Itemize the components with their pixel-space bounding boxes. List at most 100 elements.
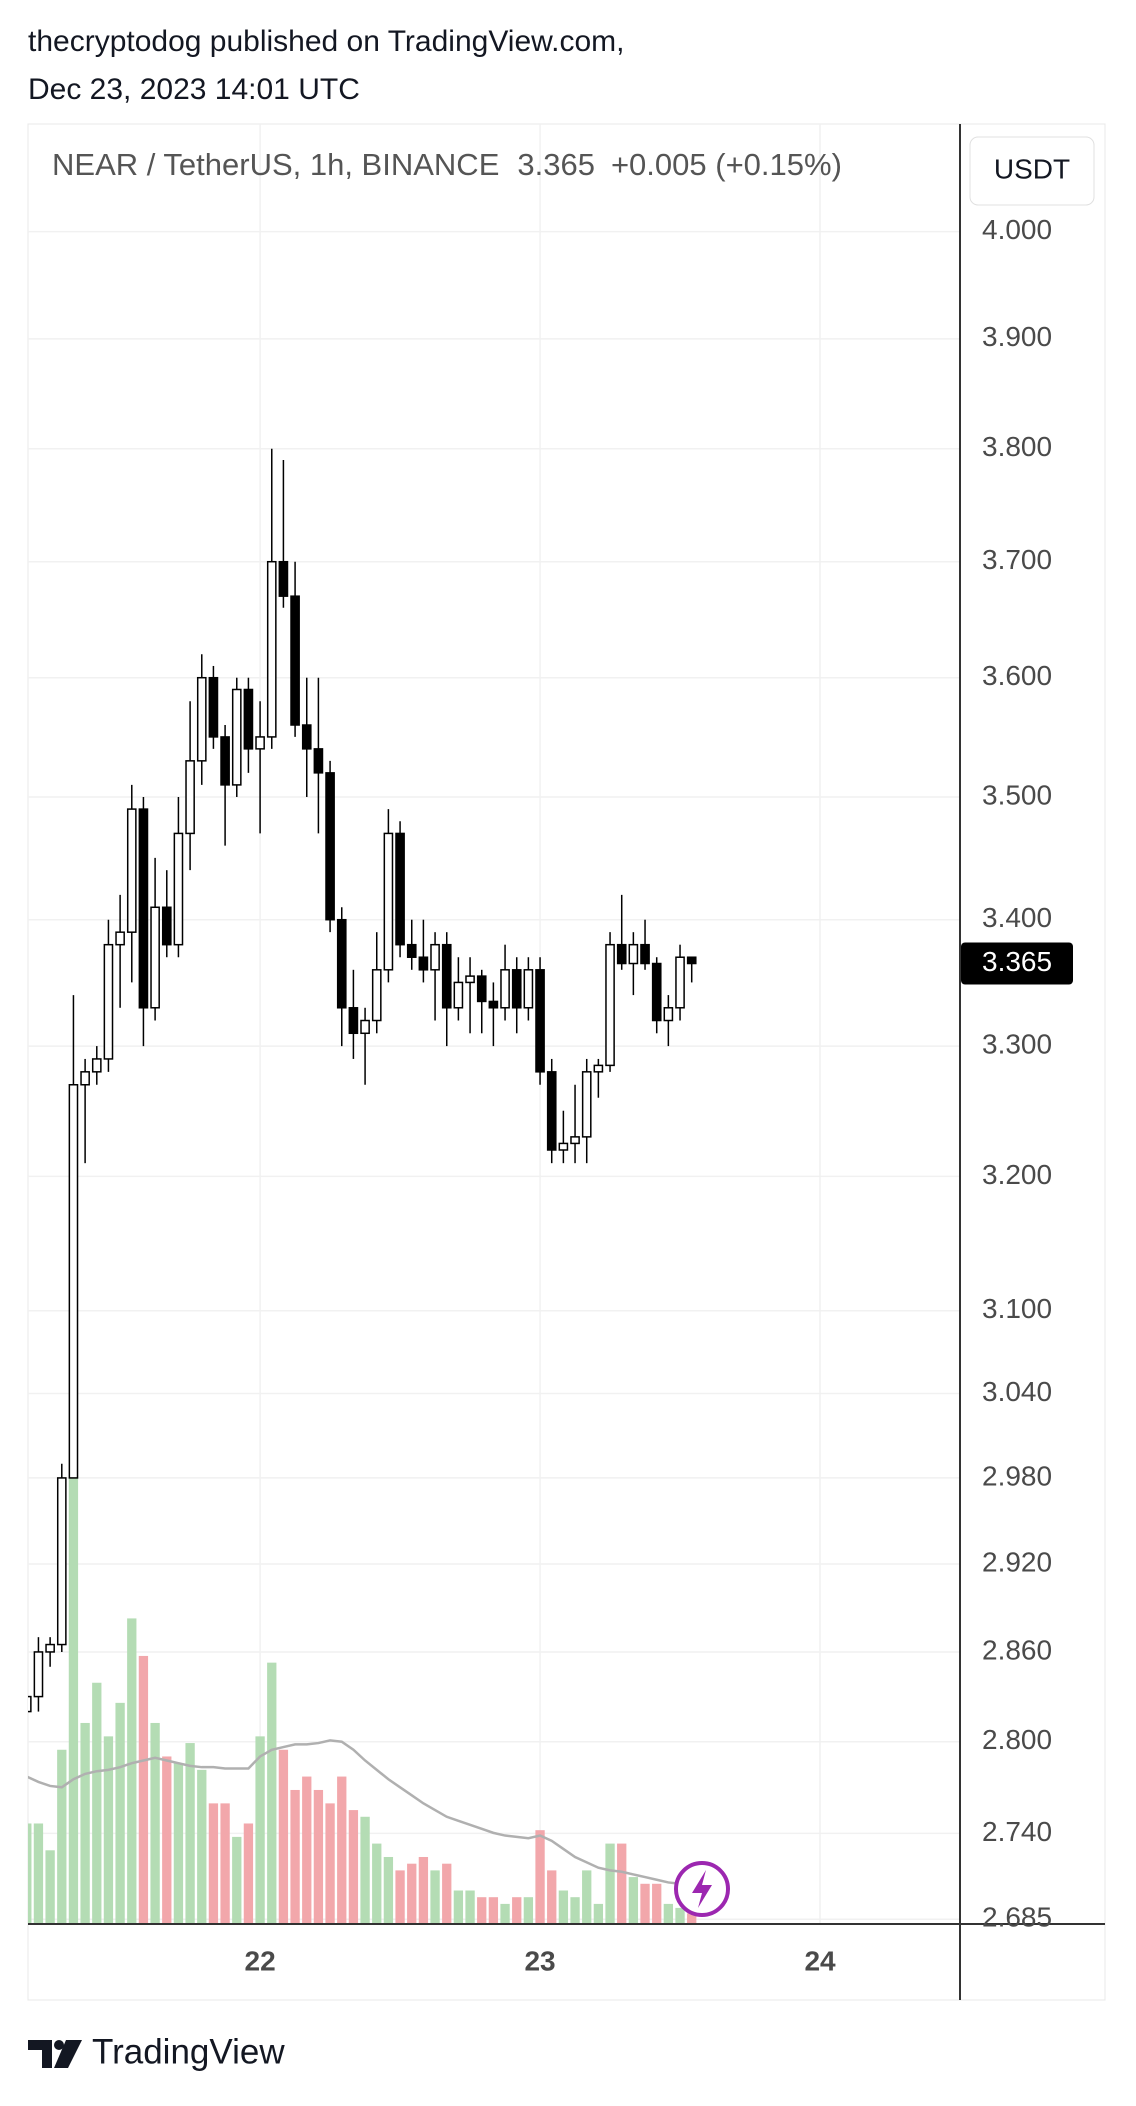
chart-frame — [27, 123, 1106, 2001]
volume-bar — [663, 1903, 674, 1924]
publish-date: Dec 23, 2023 14:01 UTC — [28, 73, 360, 106]
volume-bar — [302, 1776, 312, 1924]
logo — [28, 2040, 82, 2068]
candle-body — [593, 1064, 604, 1073]
candle-body — [33, 1651, 44, 1698]
y-tick-label: 3.200 — [982, 1159, 1052, 1190]
currency-button[interactable] — [969, 136, 1095, 206]
volume-bar — [605, 1843, 615, 1924]
volume-bar — [278, 1749, 289, 1924]
candle-body — [406, 943, 417, 958]
y-tick-label: 3.700 — [982, 544, 1052, 575]
y-tick-label: 2.860 — [982, 1634, 1052, 1665]
candle-body — [243, 688, 254, 750]
y-tick-label: 3.040 — [982, 1376, 1052, 1407]
candle-body — [301, 724, 312, 750]
candle-body — [663, 1007, 674, 1022]
volume-bar — [185, 1743, 195, 1924]
candle-body — [628, 943, 639, 965]
candle-body — [371, 969, 382, 1022]
y-tick-label: 3.800 — [982, 431, 1052, 462]
candle-body — [255, 736, 265, 750]
volume-bar — [150, 1722, 160, 1924]
candle-body — [570, 1136, 580, 1145]
candle-body — [523, 969, 534, 1009]
volume-bar — [535, 1830, 545, 1924]
volume-bar — [442, 1863, 452, 1924]
candle-body — [161, 906, 172, 946]
candle-body — [675, 956, 685, 1009]
volume-bar — [103, 1736, 114, 1924]
y-tick-label: 3.600 — [982, 660, 1052, 691]
publisher: thecryptodog published on TradingView.co… — [28, 25, 625, 58]
candle-body — [360, 1019, 370, 1035]
candle-body — [348, 1007, 359, 1035]
candle-body — [185, 760, 195, 835]
volume-bar — [232, 1836, 242, 1924]
candle-body — [383, 832, 394, 971]
candle-body — [336, 918, 347, 1009]
candle-body — [103, 943, 114, 1060]
volume-bar — [255, 1736, 265, 1924]
candle-body — [476, 975, 487, 1003]
brand: TradingView — [92, 2032, 285, 2071]
logo-t — [28, 2040, 52, 2068]
volume-bar — [348, 1810, 359, 1924]
candle-body — [453, 981, 464, 1009]
grid — [28, 124, 960, 1924]
candle-body — [581, 1071, 592, 1138]
candle-body — [605, 943, 615, 1067]
candle-body — [325, 772, 335, 921]
volume-bar — [687, 1913, 697, 1924]
y-tick-label: 3.900 — [982, 321, 1052, 352]
candle-body — [196, 676, 207, 762]
symbol-info: NEAR / TetherUS, 1h, BINANCE 3.365 +0.005 … — [52, 147, 842, 182]
logo-dot — [54, 2040, 64, 2050]
volume-bar — [28, 1823, 32, 1924]
volume-bar — [593, 1903, 604, 1924]
candle-body — [126, 808, 137, 933]
y-tick-label: 3.500 — [982, 779, 1052, 810]
symbol: NEAR / TetherUS, 1h, BINANCE — [52, 147, 499, 182]
volume-bar — [127, 1618, 137, 1924]
volume-bar — [372, 1843, 382, 1924]
volume-bar — [290, 1789, 300, 1924]
candle-body — [28, 1695, 32, 1713]
candle-body — [266, 560, 277, 738]
volume-bar — [220, 1803, 230, 1924]
volume-bar — [407, 1863, 417, 1924]
change: +0.005 (+0.15%) — [611, 147, 842, 182]
axes: 4.000 3.900 3.800 3.700 3.600 3.500 3.400 3.300… — [245, 214, 1073, 1976]
volume-bar — [337, 1776, 347, 1924]
volume-bar — [208, 1803, 219, 1924]
candle-body — [651, 962, 662, 1022]
volume-ma-line — [28, 1739, 692, 1887]
candle-body — [616, 943, 627, 965]
volume-bar — [197, 1769, 207, 1924]
candle-body — [500, 969, 510, 1009]
currency-label[interactable]: USDT — [994, 153, 1070, 184]
candle-body — [640, 943, 650, 965]
volume-bar — [675, 1907, 685, 1924]
volume-bar — [628, 1877, 639, 1924]
y-tick-label: 2.800 — [982, 1724, 1052, 1755]
y-tick-label: 3.400 — [982, 902, 1052, 933]
candle-body — [56, 1477, 67, 1646]
candle-body — [91, 1058, 102, 1073]
candle-body — [686, 956, 697, 965]
volume-bar — [652, 1883, 662, 1924]
candle-body — [150, 906, 160, 1009]
y-tick-label: 4.000 — [982, 214, 1052, 245]
volume-bar — [430, 1870, 440, 1924]
volume-bar — [512, 1897, 522, 1924]
volume-bar — [173, 1763, 184, 1924]
volume-bar — [500, 1903, 510, 1924]
volume-bar — [92, 1682, 102, 1924]
candle-body — [546, 1071, 557, 1151]
x-tick-label: 24 — [804, 1945, 836, 1976]
lightning-bolt — [692, 1870, 712, 1908]
candle-body — [535, 969, 545, 1073]
volume-bar — [80, 1722, 90, 1924]
